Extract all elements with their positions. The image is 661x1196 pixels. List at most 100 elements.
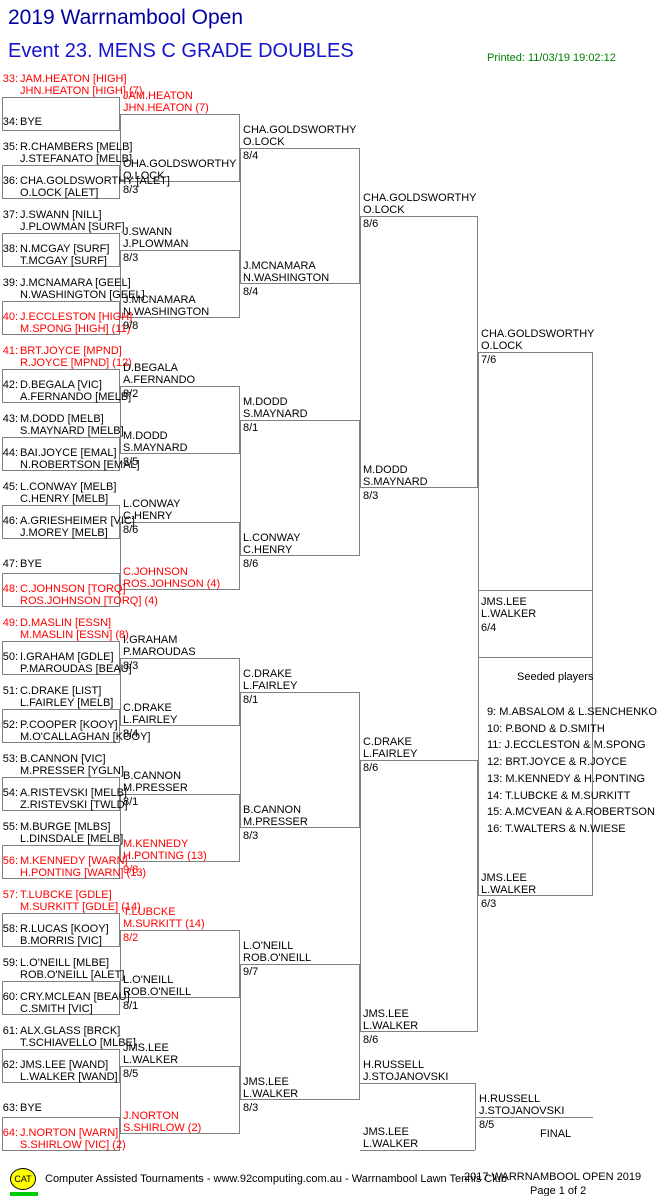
entry-player: C.HENRY [MELB]: [20, 493, 109, 505]
match-winner-line: O.LOCK: [243, 136, 285, 148]
entry-player: ROS.JOHNSON [TORQ] (4): [20, 595, 158, 607]
entry-player: J.PLOWMAN [SURF]: [20, 221, 125, 233]
match-winner: JMS.LEE L.WALKER: [363, 1008, 418, 1032]
match-winner-line: L.O'NEILL: [243, 940, 294, 952]
seeded-player-item: 12: BRT.JOYCE & R.JOYCE: [487, 756, 627, 769]
match-winner-line: D.BEGALA: [123, 362, 179, 374]
entry-player: 63: BYE: [2, 1102, 43, 1114]
match-winner-line: L.WALKER: [123, 1054, 179, 1066]
match-winner: L.CONWAY C.HENRY: [243, 532, 300, 556]
entry-number: 35:: [2, 141, 18, 153]
bracket-entry: 53: B.CANNON [VIC] M.PRESSER [YGLN]: [2, 753, 124, 777]
match-winner-line: S.MAYNARD: [243, 408, 308, 420]
match-winner-line: B.CANNON: [123, 770, 182, 782]
entry-player: O.LOCK [ALET]: [20, 187, 99, 199]
match-box: [2, 437, 120, 471]
match-winner-line: J.NORTON: [123, 1110, 179, 1122]
entry-number: 58:: [2, 923, 18, 935]
match-winner-line: L.FAIRLEY: [363, 748, 418, 760]
match-winner-line: M.KENNEDY: [123, 838, 189, 850]
match-box: [2, 777, 120, 811]
match-score: 8/3: [123, 660, 138, 672]
match-score: 8/4: [243, 286, 258, 298]
match-score-line: 8/1: [123, 1000, 139, 1012]
bracket-entry: 41: BRT.JOYCE [MPND] R.JOYCE [MPND] (12): [2, 345, 132, 369]
entry-number: 55:: [2, 821, 18, 833]
bracket-entry: 37: J.SWANN [NILL] J.PLOWMAN [SURF]: [2, 209, 125, 233]
seeded-player-item: 14: T.LUBCKE & M.SURKITT: [487, 789, 631, 802]
bracket-entry: 54: A.RISTEVSKI [MELB] Z.RISTEVSKI [TWLD]: [2, 787, 128, 811]
match-score-line: 8/1: [243, 422, 259, 434]
match-winner: CHA.GOLDSWORTHY O.LOCK: [123, 158, 236, 182]
match-winner-line: L.WALKER: [481, 884, 537, 896]
match-score: 8/1: [243, 694, 258, 706]
entry-number: 57:: [2, 889, 18, 901]
match-score: 8/4: [123, 728, 138, 740]
entry-number: 63:: [2, 1102, 18, 1114]
match-winner-line: M.DODD: [243, 396, 288, 408]
entry-number: 51:: [2, 685, 18, 697]
match-winner-line: L.O'NEILL: [123, 974, 174, 986]
entry-player: J.MOREY [MELB]: [20, 527, 108, 539]
entry-number: 39:: [2, 277, 18, 289]
entry-number: 50:: [2, 651, 18, 663]
match-score-line: 8/6: [363, 1034, 379, 1046]
match-score-line: 9/8: [123, 320, 139, 332]
match-winner: CHA.GOLDSWORTHY O.LOCK: [363, 192, 476, 216]
match-winner-line: CHA.GOLDSWORTHY: [123, 158, 237, 170]
entry-number: 46:: [2, 515, 18, 527]
match-score: 8/3: [243, 1102, 258, 1114]
match-score: 8/3: [363, 490, 378, 502]
seeded-player-item: 9: M.ABSALOM & L.SENCHENKO: [487, 706, 657, 718]
match-winner-line: L.CONWAY: [123, 498, 181, 510]
match-box: [120, 930, 240, 998]
match-winner: JAM.HEATON JHN.HEATON (7): [123, 90, 209, 114]
match-winner-line: O.LOCK: [481, 340, 523, 352]
match-score: 9/7: [243, 966, 258, 978]
match-score: 8/6: [363, 218, 378, 230]
match-winner-line: C.JOHNSON: [123, 566, 188, 578]
match-score-line: 8/4: [243, 150, 259, 162]
match-box: [2, 165, 120, 199]
entry-player: 49: D.MASLIN [ESSN]: [2, 617, 112, 629]
final-line: [360, 1150, 475, 1151]
entry-player: 43: M.DODD [MELB]: [2, 413, 104, 425]
match-winner-line: M.SURKITT (14): [123, 918, 205, 930]
entry-number: 45:: [2, 481, 18, 493]
match-box: [240, 148, 360, 284]
entry-player: 53: B.CANNON [VIC]: [2, 753, 106, 765]
entry-player: 41: BRT.JOYCE [MPND]: [2, 345, 122, 357]
entry-player: M.SURKITT [GDLE] (14): [20, 901, 141, 913]
entry-player: 45: L.CONWAY [MELB]: [2, 481, 117, 493]
entry-player: 33: JAM.HEATON [HIGH]: [2, 73, 127, 85]
entry-number: 36:: [2, 175, 18, 187]
entry-player: 48: C.JOHNSON [TORQ]: [2, 583, 126, 595]
entry-player: L.DINSDALE [MELB]: [20, 833, 124, 845]
match-winner-line: JMS.LEE: [481, 872, 527, 884]
match-score-line: 8/1: [243, 694, 259, 706]
match-winner-line: CHA.GOLDSWORTHY: [363, 192, 477, 204]
match-score: 8/2: [123, 932, 138, 944]
green-bar: [10, 1192, 38, 1196]
match-winner: JMS.LEE L.WALKER: [243, 1076, 298, 1100]
match-box: [120, 1066, 240, 1134]
bracket-entry: 39: J.MCNAMARA [GEEL] N.WASHINGTON [GEEL]: [2, 277, 145, 301]
match-score-line: 8/6: [123, 524, 139, 536]
entry-number: 42:: [2, 379, 18, 391]
entry-number: 52:: [2, 719, 18, 731]
match-score: 8/3: [123, 252, 138, 264]
match-score: 8/5: [123, 456, 138, 468]
match-winner: B.CANNON M.PRESSER: [243, 804, 308, 828]
match-winner: M.KENNEDY H.PONTING (13): [123, 838, 207, 862]
seeded-player-item: 13: M.KENNEDY & H.PONTING: [487, 772, 646, 785]
match-score-line: 8/6: [363, 218, 379, 230]
match-winner-line: C.HENRY: [123, 510, 173, 522]
match-winner-line: L.FAIRLEY: [123, 714, 178, 726]
match-score: 8/1: [123, 1000, 138, 1012]
bracket-entry: 49: D.MASLIN [ESSN] M.MASLIN [ESSN] (8): [2, 617, 129, 641]
entry-number: 38:: [2, 243, 18, 255]
final-label: FINAL: [540, 1128, 572, 1140]
match-winner-line: M.DODD: [123, 430, 168, 442]
entry-number: 60:: [2, 991, 18, 1003]
bracket-entry: 33: JAM.HEATON [HIGH] JHN.HEATON [HIGH] (7…: [2, 73, 143, 97]
